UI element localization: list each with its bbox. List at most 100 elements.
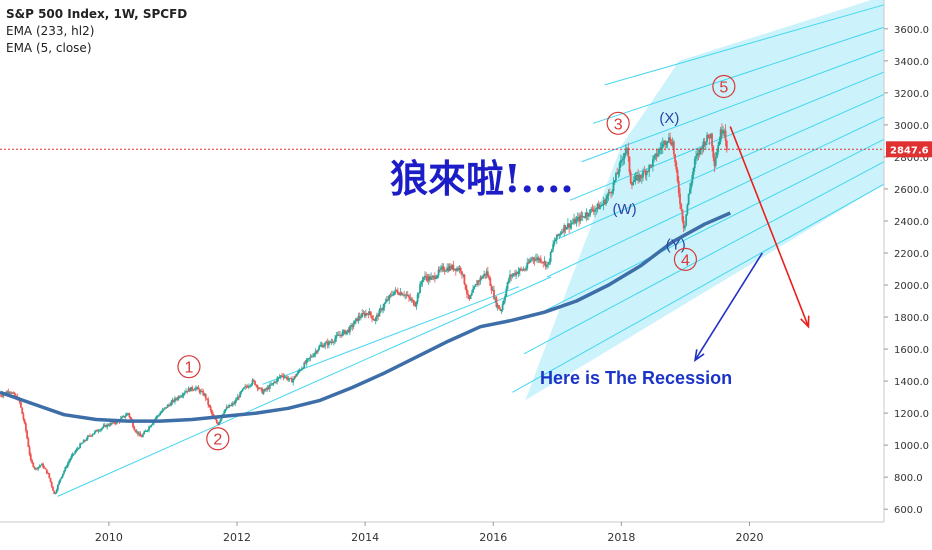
candle-body [341, 331, 344, 336]
candle-body [388, 295, 391, 300]
candle-body [410, 299, 413, 301]
candle-body [272, 382, 275, 384]
candle-body [37, 467, 40, 470]
candle-body [125, 413, 128, 416]
last-price-label: 2847.6 [890, 145, 929, 156]
candle-body [612, 182, 615, 192]
candle-body [134, 430, 137, 432]
candle-body [246, 386, 249, 388]
candle-body [642, 171, 644, 178]
candle-body [133, 427, 136, 431]
candle-body [124, 415, 127, 418]
y-tick-label: 1600.0 [894, 345, 929, 356]
candle-body [424, 275, 426, 278]
candle-body [90, 435, 93, 437]
candle-body [347, 329, 350, 333]
candle-body [7, 391, 10, 393]
candle-body [538, 258, 541, 261]
wave-label: (Y) [666, 236, 686, 253]
candle-body [718, 141, 721, 146]
candle-body [605, 198, 607, 204]
candle-body [616, 173, 619, 175]
candle-body [298, 370, 301, 372]
candle-body [564, 225, 567, 230]
candle-body [585, 212, 588, 217]
candle-body [207, 399, 210, 405]
candle-body [717, 145, 720, 153]
candle-body [260, 387, 263, 389]
candle-body [158, 415, 160, 417]
candle-body [594, 209, 596, 212]
candle-body [627, 147, 630, 157]
candle-body [292, 378, 295, 383]
candle-body [477, 280, 479, 285]
candle-body [698, 148, 701, 155]
candle-body [511, 274, 514, 277]
candle-body [266, 387, 269, 390]
candle-body [579, 215, 582, 222]
candle-body [326, 342, 329, 346]
candle-body [454, 268, 457, 271]
candle-body [92, 433, 95, 435]
candle-body [643, 171, 646, 173]
candle-body [254, 380, 256, 385]
candle-body [193, 389, 196, 391]
candle-body [514, 273, 516, 276]
candle-body [461, 271, 463, 275]
candle-body [484, 273, 487, 276]
candle-body [252, 379, 255, 381]
candle-body [79, 443, 81, 449]
candle-body [132, 421, 134, 428]
candle-body [445, 270, 447, 272]
candle-body [607, 192, 610, 196]
candle-body [696, 153, 699, 157]
candle-body [581, 216, 584, 218]
candle-body [59, 478, 62, 482]
candle-body [425, 275, 428, 278]
candle-body [331, 341, 334, 343]
candle-body [209, 406, 212, 411]
candle-body [427, 276, 430, 281]
candle-body [502, 300, 505, 305]
candle-body [541, 261, 543, 263]
candle-body [363, 313, 366, 316]
candle-body [135, 431, 138, 433]
candle-body [42, 463, 45, 468]
candle-body [557, 234, 559, 236]
candle-body [456, 268, 458, 271]
y-tick-label: 3200.0 [894, 89, 929, 100]
candle-body [590, 208, 593, 210]
candle-body [273, 381, 276, 383]
candle-body [632, 181, 635, 186]
candle-body [597, 204, 600, 210]
candle-body [569, 224, 572, 228]
candle-body [665, 143, 668, 145]
candle-body [573, 219, 575, 223]
candle-body [369, 311, 372, 316]
candle-body [176, 398, 179, 400]
candle-body [713, 157, 716, 166]
candle-body [574, 219, 577, 224]
candle-body [351, 325, 354, 327]
recession-red-arrow-head [800, 315, 810, 329]
candle-body [53, 490, 56, 494]
candle-body [368, 311, 371, 315]
candle-body [36, 468, 38, 470]
candle-body [73, 453, 75, 455]
candle-body [373, 319, 376, 321]
candle-body [438, 269, 441, 271]
candle-body [711, 133, 713, 147]
candle-body [701, 148, 704, 150]
candle-body [626, 147, 628, 149]
candle-body [532, 257, 535, 260]
candle-body [183, 392, 186, 394]
candle-body [259, 387, 261, 389]
candle-body [671, 141, 674, 146]
candle-body [156, 415, 159, 417]
candle-body [289, 378, 292, 380]
candle-body [282, 375, 285, 378]
candle-body [38, 466, 41, 468]
candle-body [575, 219, 578, 224]
candle-body [453, 268, 456, 270]
